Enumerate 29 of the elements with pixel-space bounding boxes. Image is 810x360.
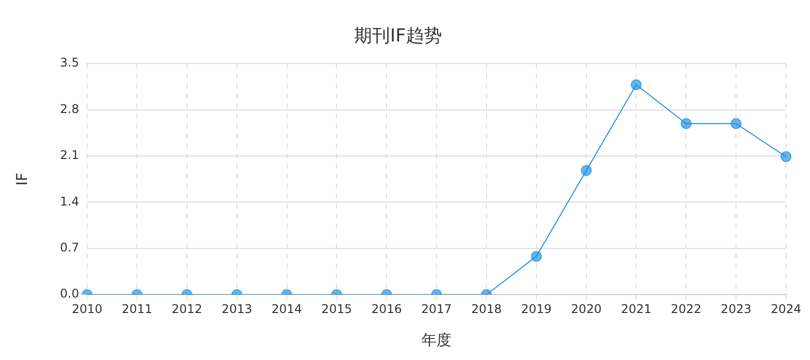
x-tick-label: 2021 [620,302,652,316]
x-tick-label: 2020 [571,302,602,316]
x-tick-label: 2023 [720,302,752,316]
x-tick-label: 2011 [122,302,152,316]
x-tick-label: 2022 [670,302,702,316]
y-tick-label: 2.1 [60,148,80,162]
y-axis-title: IF [12,172,31,186]
x-tick-label: 2015 [321,302,352,316]
y-tick-label: 3.5 [60,56,80,70]
x-tick-label: 2012 [172,302,202,316]
x-tick-label: 2014 [272,302,302,316]
chart-title: 期刊IF趋势 [354,25,442,46]
y-tick-label: 0.7 [60,240,80,255]
point [780,151,792,162]
x-tick-label: 2019 [521,302,552,316]
x-tick-label: 2017 [421,302,452,316]
x-tick-label: 2010 [72,302,102,316]
x-tick-label: 2024 [770,302,802,316]
y-tick-label: 2.8 [60,102,80,116]
x-tick-label: 2016 [371,302,402,316]
x-axis-title: 年度 [422,330,452,349]
x-tick-label: 2013 [222,302,252,316]
point [580,165,592,176]
point [630,79,642,90]
y-tick-label: 0.0 [60,286,80,301]
point [680,118,692,130]
y-tick-label: 1.4 [60,194,80,208]
point [730,118,742,130]
x-tick-label: 2018 [471,302,502,316]
